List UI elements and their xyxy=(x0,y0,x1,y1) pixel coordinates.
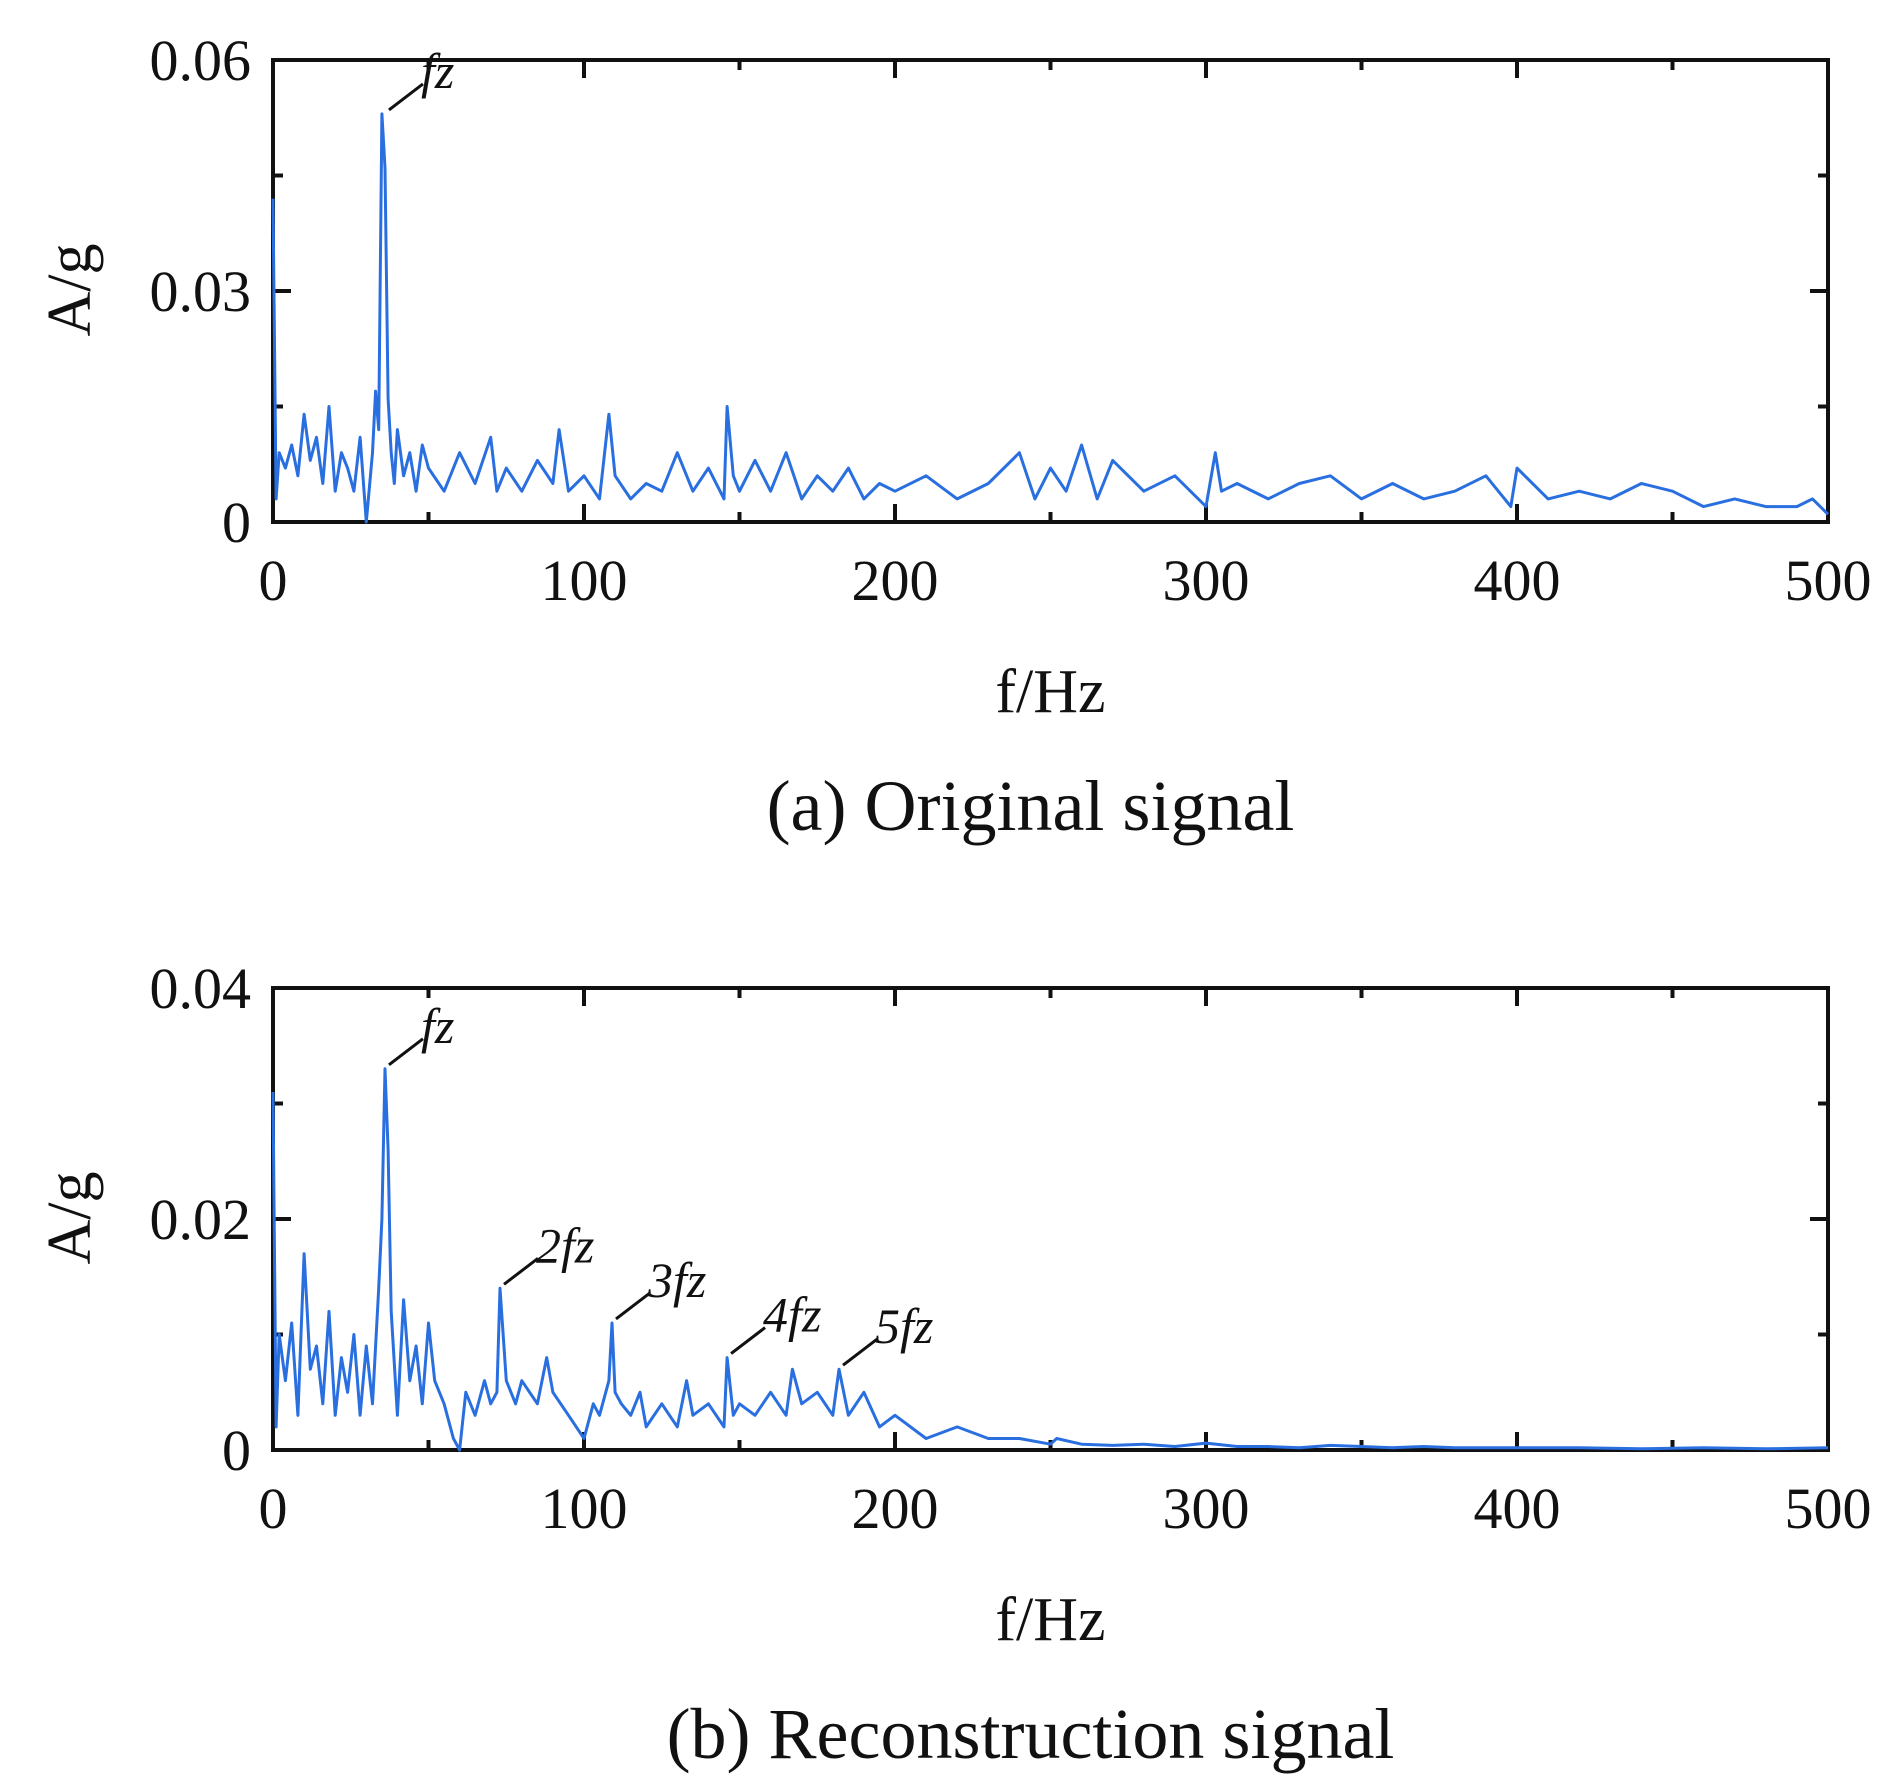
x-tick-label: 300 xyxy=(1163,1476,1250,1541)
y-axis-title: A/g xyxy=(36,244,104,337)
x-axis-title: f/Hz xyxy=(995,1586,1105,1654)
series-line-spectrum xyxy=(271,1067,1829,1452)
x-tick-label: 400 xyxy=(1474,548,1561,613)
plot-frame xyxy=(271,58,1830,524)
x-tick-label: 500 xyxy=(1785,1476,1872,1541)
annotation-label: 5fz xyxy=(875,1298,933,1354)
annotation-leader xyxy=(503,1257,539,1286)
x-tick-label: 100 xyxy=(541,548,628,613)
x-axis-title: f/Hz xyxy=(995,658,1105,726)
panel-caption: (a) Original signal xyxy=(767,766,1295,846)
y-axis-title: A/g xyxy=(36,1172,104,1265)
annotation-leader xyxy=(842,1337,878,1367)
annotation-label: fz xyxy=(421,43,454,99)
annotation-leader xyxy=(388,1037,424,1067)
y-tick-label: 0.02 xyxy=(150,1187,252,1252)
x-tick-label: 200 xyxy=(852,1476,939,1541)
panel-b: 0 100 200 300 400 500 0 0.02 0.04 fz 2fz 3fz 4fz 5fz f… xyxy=(36,956,1872,1774)
annotation-label: fz xyxy=(421,998,454,1054)
x-tick-label: 200 xyxy=(852,548,939,613)
x-tick-label: 0 xyxy=(259,548,288,613)
x-tick-label: 400 xyxy=(1474,1476,1561,1541)
annotation-label: 2fz xyxy=(536,1217,594,1273)
x-tick-label: 300 xyxy=(1163,548,1250,613)
panel-caption: (b) Reconstruction signal xyxy=(667,1694,1395,1774)
y-tick-label: 0.06 xyxy=(150,28,252,93)
annotation-leader xyxy=(615,1291,651,1321)
annotation-label: 4fz xyxy=(763,1287,821,1343)
x-tick-label: 100 xyxy=(541,1476,628,1541)
annotation-leader xyxy=(730,1326,766,1355)
annotation-leader xyxy=(388,82,424,112)
x-tick-label: 0 xyxy=(259,1476,288,1541)
panel-a: 0 100 200 300 400 500 0 0.03 0.06 fz f/Hz A/g (a) Or… xyxy=(36,28,1872,846)
series-line-spectrum xyxy=(271,112,1830,524)
annotation-label: 3fz xyxy=(647,1252,706,1308)
y-tick-label: 0.03 xyxy=(150,259,252,324)
x-tick-label: 500 xyxy=(1785,548,1872,613)
y-tick-label: 0 xyxy=(222,490,251,555)
y-tick-label: 0 xyxy=(222,1418,251,1483)
y-tick-label: 0.04 xyxy=(150,956,252,1021)
